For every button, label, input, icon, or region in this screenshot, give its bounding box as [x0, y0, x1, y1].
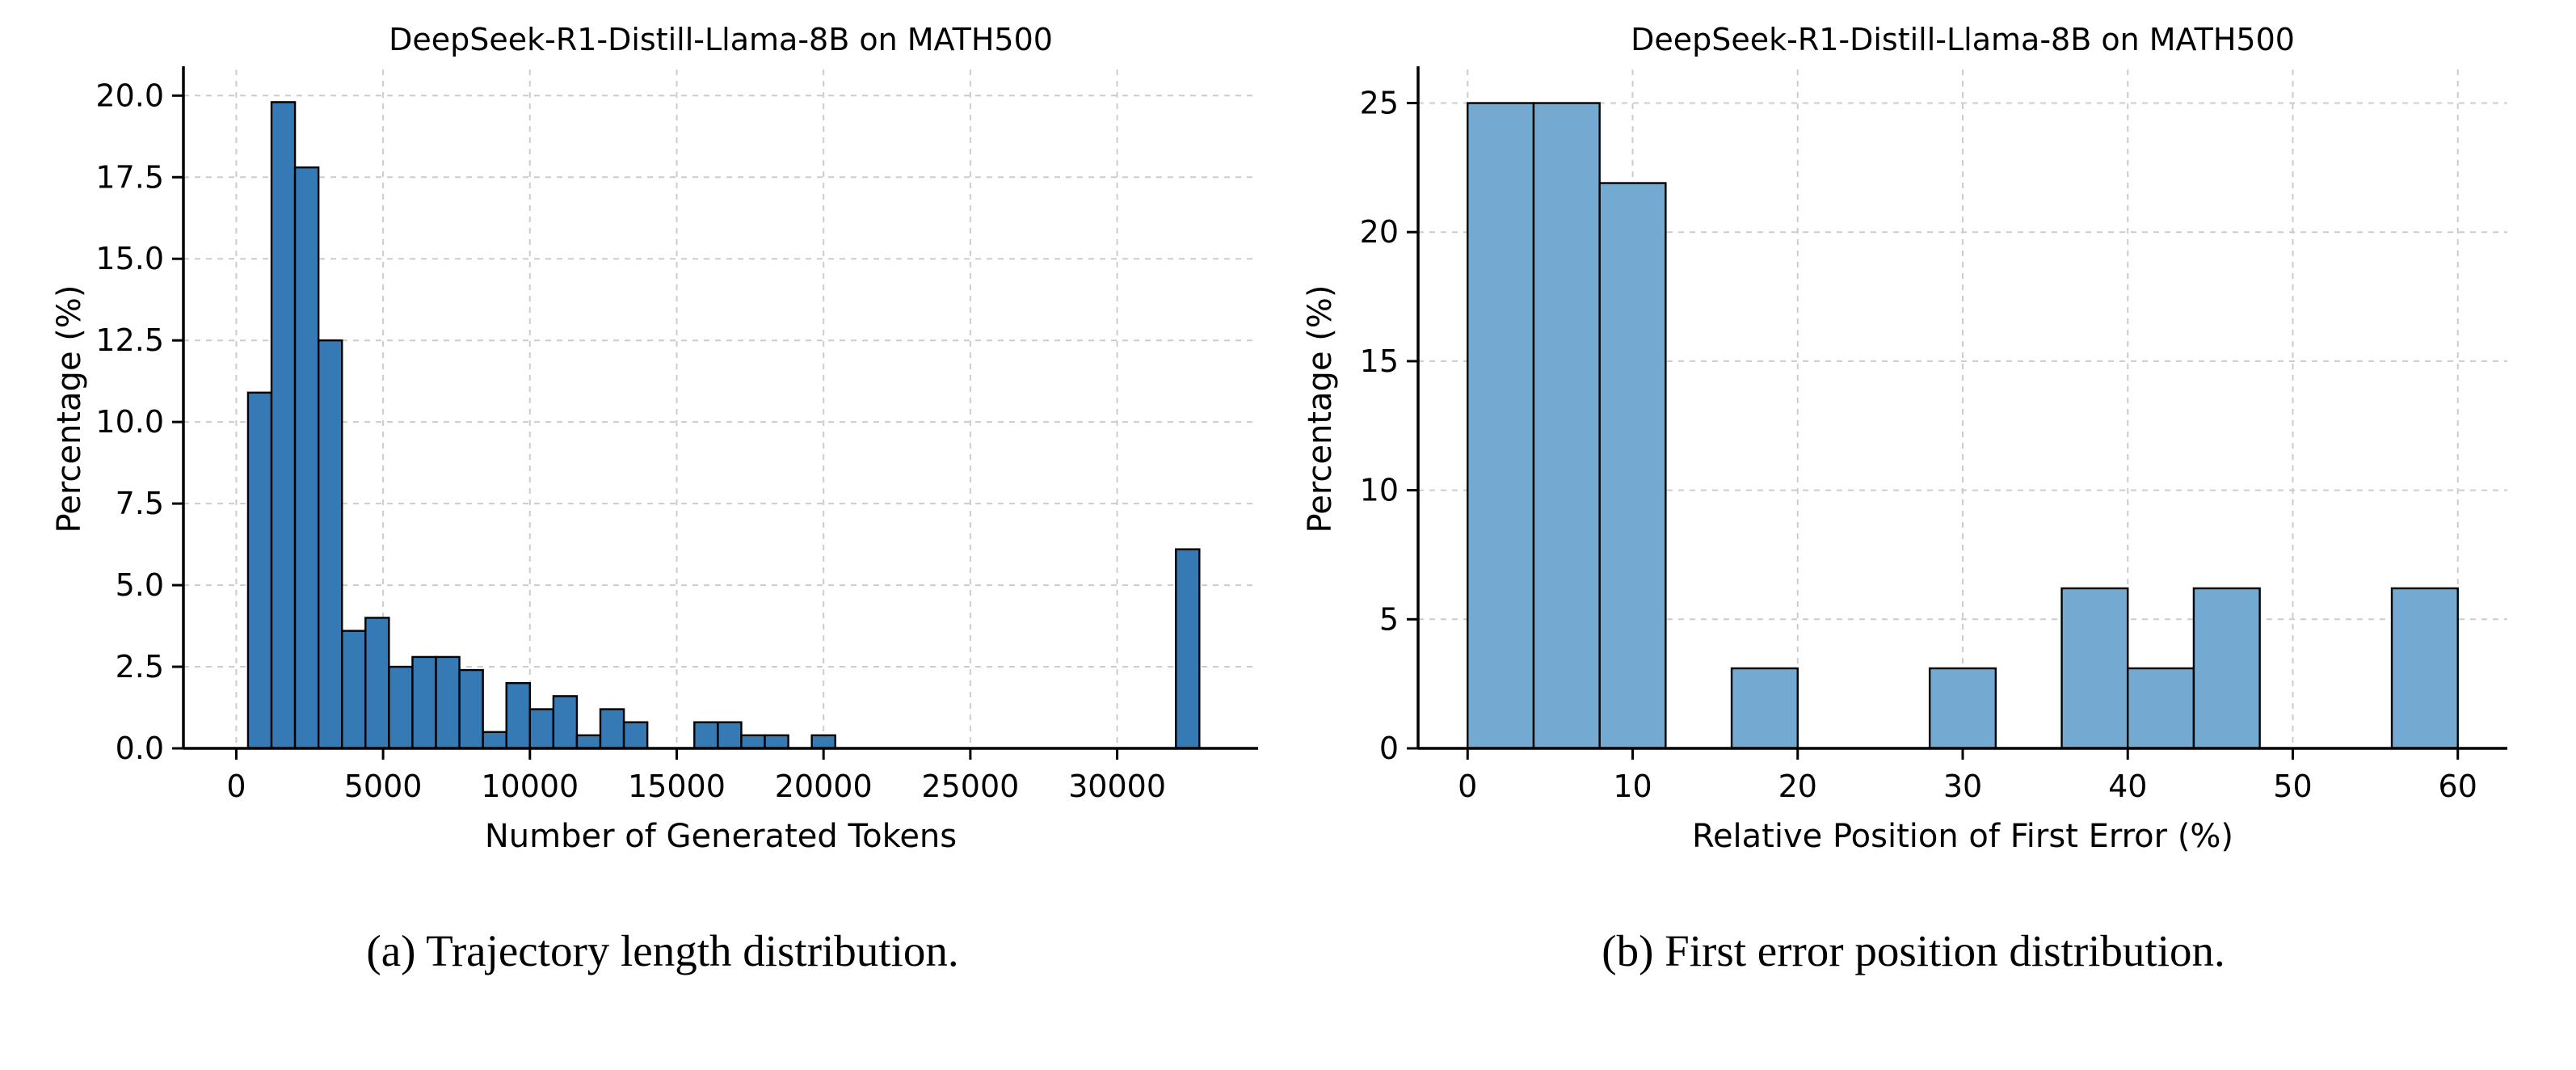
y-tick-label: 15 — [1360, 343, 1399, 379]
x-axis-label: Number of Generated Tokens — [485, 818, 957, 855]
y-tick-label: 10 — [1360, 473, 1399, 508]
figure-panel: 0 5000 10000 15000 20000 25000 30000 0.0 2.5 5.0 7… — [44, 13, 2532, 976]
y-tick-label: 2.5 — [116, 649, 164, 685]
histogram-bar — [552, 695, 579, 750]
y-tick-label: 25 — [1360, 86, 1399, 121]
histogram-bar — [246, 391, 273, 750]
chart-trajectory-length-histogram: 0 5000 10000 15000 20000 25000 30000 0.0 2.5 5.0 7… — [44, 13, 1281, 890]
x-tick-label: 10 — [1613, 769, 1652, 804]
histogram-bar — [341, 630, 367, 750]
histogram-bar — [740, 734, 766, 750]
y-tick-label: 10.0 — [95, 404, 164, 440]
x-tick-label: 50 — [2273, 769, 2312, 804]
y-axis-label: Percentage (%) — [51, 285, 88, 533]
y-tick-label: 17.5 — [95, 159, 164, 195]
x-tick-label: 20 — [1778, 769, 1817, 804]
histogram-bar — [764, 734, 789, 750]
y-tick-label: 15.0 — [95, 241, 164, 276]
histogram-bar — [1928, 667, 1997, 750]
y-axis-label: Percentage (%) — [1302, 285, 1339, 533]
x-tick-label: 20000 — [775, 769, 873, 804]
y-tick-label: 7.5 — [116, 486, 164, 521]
histogram-bar — [2060, 587, 2129, 750]
y-tick-label: 20 — [1360, 214, 1399, 250]
histogram-bar — [505, 682, 531, 750]
subfigure-a: 0 5000 10000 15000 20000 25000 30000 0.0 2.5 5.0 7… — [44, 13, 1281, 976]
histogram-bar — [270, 101, 297, 750]
caption-b: (b) First error position distribution. — [1602, 926, 2225, 975]
histogram-bar — [1730, 667, 1799, 750]
histogram-bar — [599, 708, 625, 750]
histogram-bar — [2390, 587, 2459, 750]
histogram-bar — [1175, 548, 1201, 750]
chart-title: DeepSeek-R1-Distill-Llama-8B on MATH500 — [1631, 22, 2295, 57]
histogram-bar — [1467, 102, 1535, 750]
histogram-svg: 0 10 20 30 40 50 60 0 5 10 15 20 25 Relative Position… — [1302, 22, 2507, 855]
histogram-bar — [717, 721, 743, 750]
x-tick-label: 5000 — [344, 769, 423, 804]
x-tick-label: 0 — [1458, 769, 1477, 804]
histogram-bar — [411, 655, 437, 750]
y-tick-label: 5 — [1379, 601, 1399, 637]
x-tick-label: 40 — [2108, 769, 2147, 804]
histogram-bar — [622, 721, 649, 750]
chart-title: DeepSeek-R1-Distill-Llama-8B on MATH500 — [389, 22, 1053, 57]
y-tick-label: 0.0 — [116, 731, 164, 766]
y-tick-label: 0 — [1379, 731, 1399, 766]
x-tick-label: 10000 — [481, 769, 579, 804]
x-axis-label: Relative Position of First Error (%) — [1692, 818, 2233, 855]
caption-a: (a) Trajectory length distribution. — [366, 926, 959, 975]
x-tick-label: 0 — [226, 769, 246, 804]
x-tick-label: 60 — [2439, 769, 2477, 804]
histogram-svg: 0 5000 10000 15000 20000 25000 30000 0.0 2.5 5.0 7… — [51, 22, 1258, 855]
histogram-bar — [2192, 587, 2261, 750]
histogram-bar — [388, 665, 414, 750]
histogram-bar — [1598, 182, 1667, 750]
histogram-bar — [293, 166, 320, 750]
histogram-bar — [528, 708, 555, 750]
y-tick-label: 5.0 — [116, 567, 164, 603]
histogram-bar — [2127, 667, 2195, 750]
chart-first-error-position-histogram: 0 10 20 30 40 50 60 0 5 10 15 20 25 Relative Position… — [1295, 13, 2532, 890]
y-tick-label: 12.5 — [95, 322, 164, 358]
subfigure-b: 0 10 20 30 40 50 60 0 5 10 15 20 25 Relative Position… — [1295, 13, 2532, 976]
histogram-bar — [575, 734, 602, 750]
x-tick-label: 30000 — [1068, 769, 1166, 804]
histogram-bar — [693, 721, 719, 750]
histogram-bar — [458, 668, 484, 750]
x-tick-label: 15000 — [628, 769, 726, 804]
x-tick-label: 30 — [1943, 769, 1982, 804]
histogram-bar — [317, 339, 343, 750]
x-tick-label: 25000 — [921, 769, 1019, 804]
histogram-bar — [810, 734, 836, 750]
histogram-bar — [1532, 102, 1601, 750]
histogram-bar — [364, 617, 390, 750]
histogram-bar — [435, 655, 461, 750]
histogram-bar — [482, 731, 507, 750]
y-tick-label: 20.0 — [95, 78, 164, 113]
